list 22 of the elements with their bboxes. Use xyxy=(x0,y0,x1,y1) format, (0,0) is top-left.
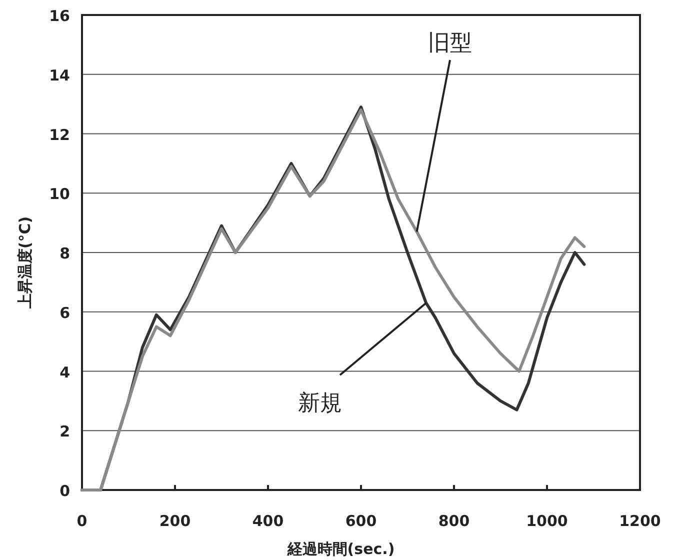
x-tick-label: 600 xyxy=(345,512,377,530)
x-tick-label: 200 xyxy=(159,512,191,530)
annotation: 旧型 xyxy=(416,31,472,232)
x-tick-label: 400 xyxy=(252,512,284,530)
x-tick-label: 1000 xyxy=(526,512,568,530)
x-axis-title: 経過時間(sec.) xyxy=(286,540,395,558)
x-tick-label: 1200 xyxy=(619,512,661,530)
y-tick-label: 10 xyxy=(49,185,70,204)
y-tick-label: 8 xyxy=(60,244,70,262)
y-tick-label: 4 xyxy=(60,363,70,382)
y-tick-label: 0 xyxy=(60,482,70,500)
y-tick-label: 16 xyxy=(49,7,70,25)
annotation: 新規 xyxy=(298,391,342,416)
y-tick-label: 12 xyxy=(49,126,70,144)
y-tick-label: 6 xyxy=(60,304,70,322)
annotation: 新規 xyxy=(298,302,427,416)
y-axis-title: 上昇温度(°C) xyxy=(16,216,34,310)
x-tick-label: 0 xyxy=(76,512,88,530)
y-tick-label: 14 xyxy=(49,66,70,84)
x-tick-label: 800 xyxy=(438,512,470,530)
y-tick-label: 2 xyxy=(60,422,70,441)
annotation: 旧型 xyxy=(428,31,472,56)
